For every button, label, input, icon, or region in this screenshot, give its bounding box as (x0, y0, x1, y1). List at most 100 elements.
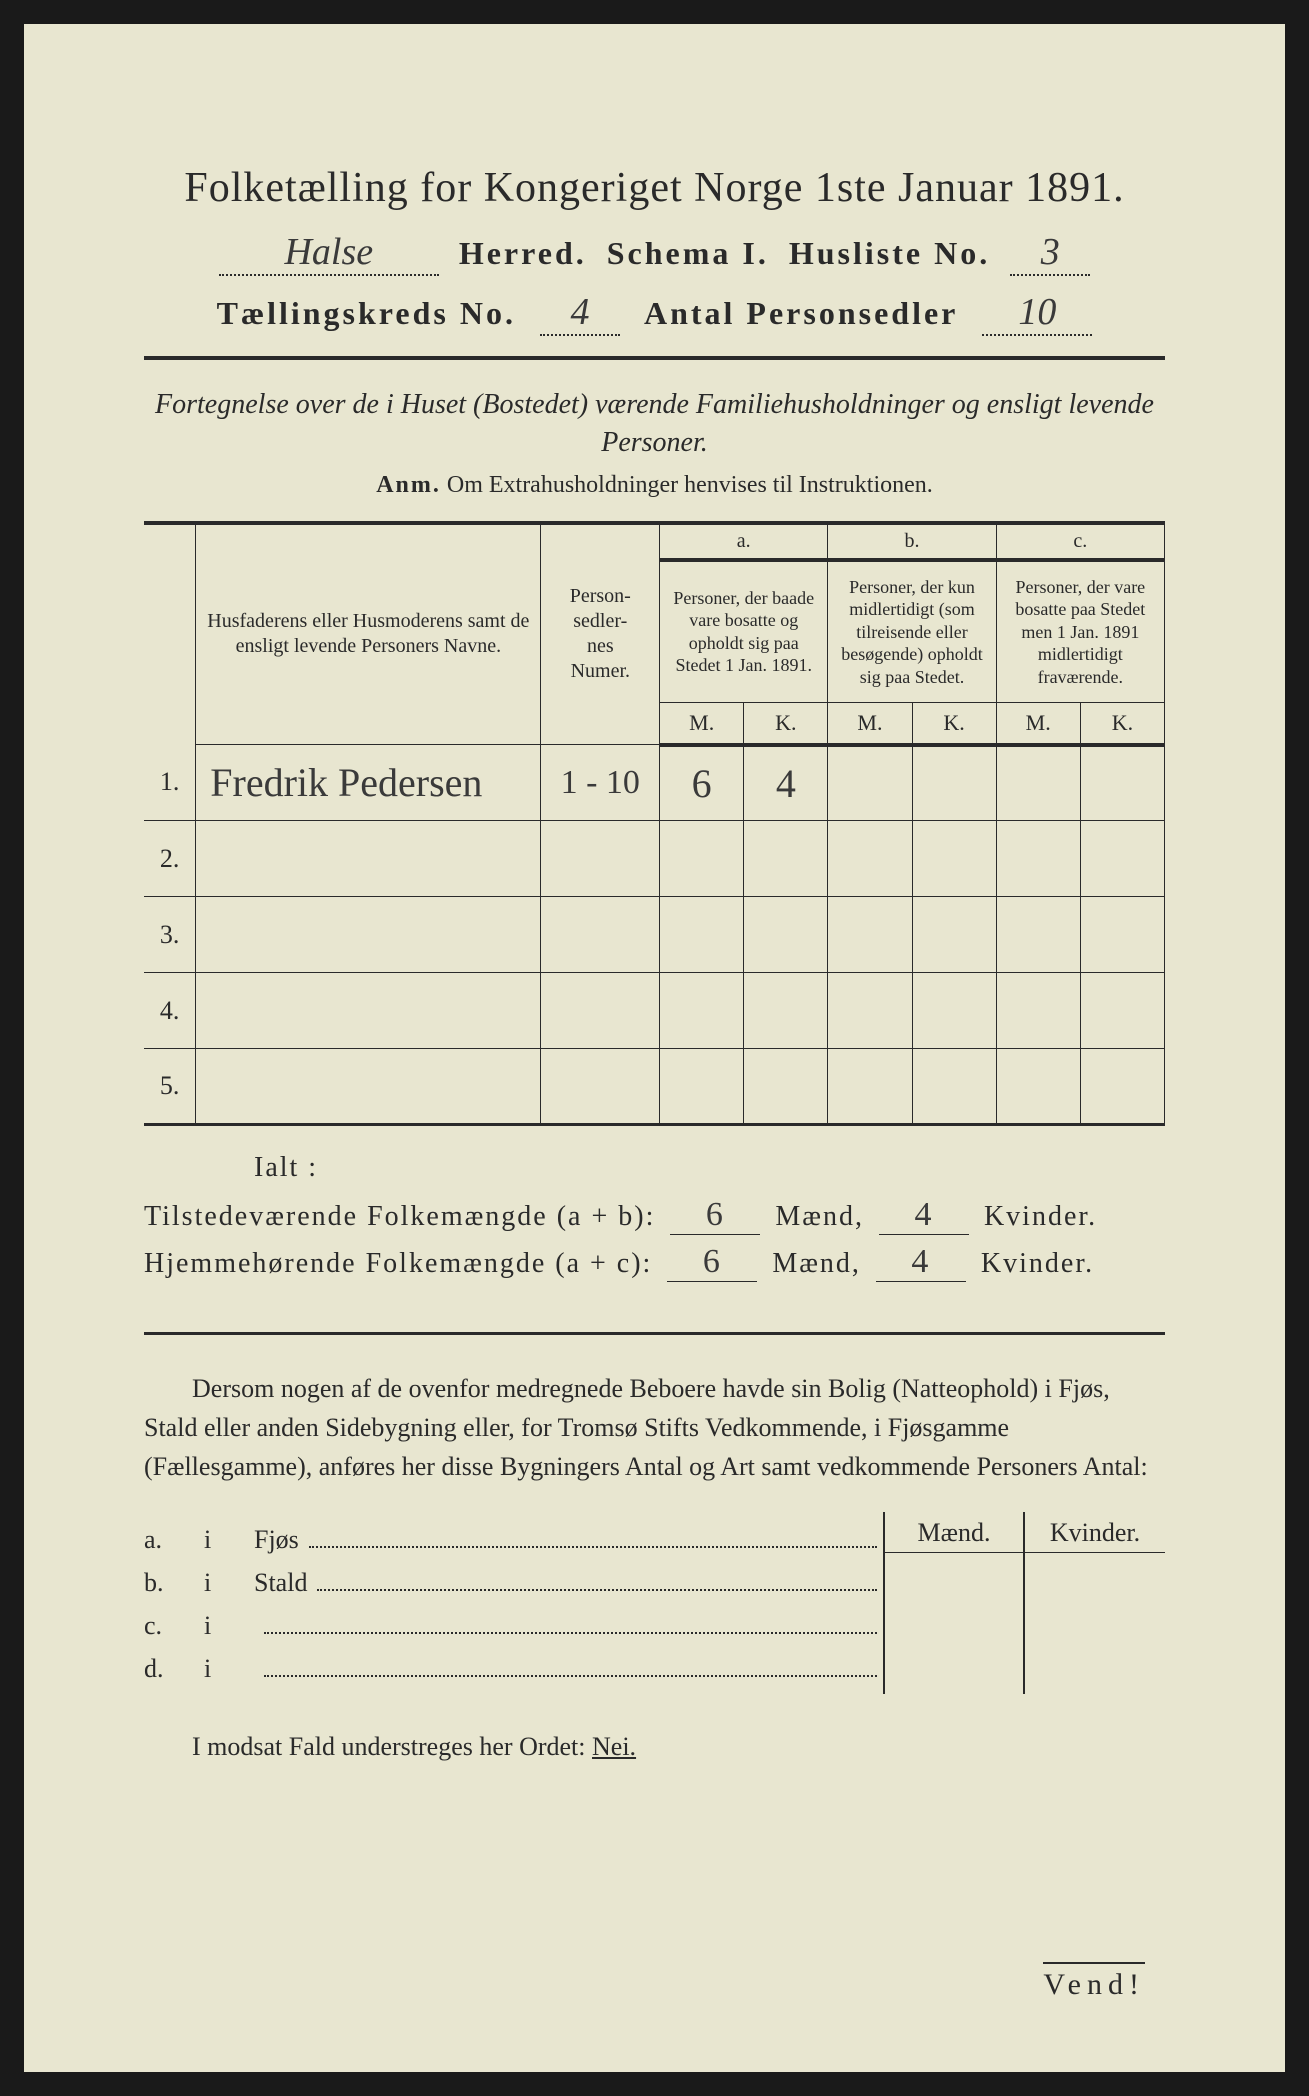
dwelling-row: c. i (144, 1608, 883, 1641)
herred-label: Herred. (459, 235, 587, 272)
header-row-1: Halse Herred. Schema I. Husliste No. 3 (144, 230, 1165, 276)
row-personsedler (541, 821, 660, 897)
row-name: Fredrik Pedersen (210, 760, 482, 805)
row-name (196, 973, 541, 1049)
dwelling-paragraph: Dersom nogen af de ovenfor medregnede Be… (144, 1369, 1165, 1486)
table-row: 5. (144, 1049, 1165, 1125)
mk-col-k-head: Kvinder. (1025, 1514, 1165, 1553)
row-num: 3. (144, 897, 196, 973)
schema-label: Schema I. (607, 235, 769, 272)
col-a-header: Personer, der baade vare bosatte og opho… (660, 560, 828, 703)
header-row-2: Tællingskreds No. 4 Antal Personsedler 1… (144, 290, 1165, 336)
col-num-header: Person- sedler- nes Numer. (541, 523, 660, 745)
census-form-page: Folketælling for Kongeriget Norge 1ste J… (24, 24, 1285, 2072)
subtitle: Fortegnelse over de i Huset (Bostedet) v… (144, 386, 1165, 462)
ialt-label: Ialt : (254, 1152, 1165, 1184)
mk-col-m: Mænd. (885, 1512, 1025, 1694)
table-row: 3. (144, 897, 1165, 973)
sedler-label: Antal Personsedler (644, 295, 958, 332)
sedler-value: 10 (982, 290, 1092, 336)
col-b-k: K. (912, 703, 996, 745)
totals-line-2: Hjemmehørende Folkemængde (a + c): 6 Mæn… (144, 1243, 1165, 1282)
nei-word: Nei. (592, 1732, 636, 1761)
dwelling-rows: a. i Fjøs b. i Stald c. i d. i (144, 1512, 883, 1694)
annotation-line: Anm. Om Extrahusholdninger henvises til … (144, 472, 1165, 499)
maend-label: Mænd, (772, 1248, 861, 1279)
col-b-letter: b. (828, 523, 996, 560)
totals1-k: 4 (879, 1196, 969, 1235)
nei-text: I modsat Fald understreges her Ordet: (192, 1732, 586, 1761)
husliste-label: Husliste No. (789, 235, 990, 272)
dw-l: a. (144, 1525, 204, 1555)
row-name (196, 821, 541, 897)
mk-box: Mænd. Kvinder. (883, 1512, 1165, 1694)
dw-l: c. (144, 1611, 204, 1641)
row-ak: 4 (776, 761, 796, 806)
dw-i: i (204, 1525, 254, 1555)
col-a-m: M. (660, 703, 744, 745)
rule-2 (144, 1332, 1165, 1335)
dwelling-row: d. i (144, 1651, 883, 1684)
row-personsedler: 1 - 10 (561, 764, 640, 801)
dots (309, 1522, 877, 1548)
kreds-value: 4 (540, 290, 620, 336)
row-name (196, 1049, 541, 1125)
husliste-value: 3 (1010, 230, 1090, 276)
page-title: Folketælling for Kongeriget Norge 1ste J… (144, 164, 1165, 212)
table-row: 4. (144, 973, 1165, 1049)
table-body: 1. Fredrik Pedersen 1 - 10 6 4 2. 3. (144, 745, 1165, 1125)
col-c-k: K. (1080, 703, 1164, 745)
col-c-letter: c. (996, 523, 1164, 560)
totals1-label: Tilstedeværende Folkemængde (a + b): (144, 1201, 655, 1232)
dwelling-row: a. i Fjøs (144, 1522, 883, 1555)
dw-t: Stald (254, 1568, 307, 1598)
kvinder-label: Kvinder. (984, 1201, 1097, 1232)
anm-text: Om Extrahusholdninger henvises til Instr… (447, 472, 933, 498)
row-num: 2. (144, 821, 196, 897)
col-a-letter: a. (660, 523, 828, 560)
mk-col-k: Kvinder. (1025, 1512, 1165, 1694)
row-am: 6 (692, 761, 712, 806)
col-name-header: Husfaderens eller Husmoderens samt de en… (196, 523, 541, 745)
col-b-m: M. (828, 703, 912, 745)
col-b-header: Personer, der kun midlertidigt (som tilr… (828, 560, 996, 703)
herred-value: Halse (219, 230, 439, 276)
dots (264, 1651, 877, 1677)
col-c-m: M. (996, 703, 1080, 745)
dw-l: b. (144, 1568, 204, 1598)
dw-i: i (204, 1568, 254, 1598)
dwelling-block: a. i Fjøs b. i Stald c. i d. i (144, 1512, 1165, 1694)
kreds-label: Tællingskreds No. (217, 295, 516, 332)
totals-line-1: Tilstedeværende Folkemængde (a + b): 6 M… (144, 1196, 1165, 1235)
row-ck (1080, 745, 1164, 821)
dots (317, 1565, 877, 1591)
table-row: 1. Fredrik Pedersen 1 - 10 6 4 (144, 745, 1165, 821)
household-table: Husfaderens eller Husmoderens samt de en… (144, 521, 1165, 1127)
mk-col-m-head: Mænd. (885, 1514, 1023, 1553)
dw-t: Fjøs (254, 1525, 299, 1555)
row-num: 4. (144, 973, 196, 1049)
rule-1 (144, 356, 1165, 360)
table-row: 2. (144, 821, 1165, 897)
totals2-m: 6 (667, 1243, 757, 1282)
row-num: 5. (144, 1049, 196, 1125)
row-bk (912, 745, 996, 821)
row-bm (828, 745, 912, 821)
col-c-header: Personer, der vare bosatte paa Stedet me… (996, 560, 1164, 703)
turn-over-label: Vend! (1043, 1962, 1145, 2002)
totals1-m: 6 (670, 1196, 760, 1235)
dots (264, 1608, 877, 1634)
kvinder-label: Kvinder. (981, 1248, 1094, 1279)
row-num: 1. (144, 745, 196, 821)
col-a-k: K. (744, 703, 828, 745)
row-name (196, 897, 541, 973)
anm-bold: Anm. (376, 472, 441, 498)
totals2-label: Hjemmehørende Folkemængde (a + c): (144, 1248, 652, 1279)
dw-i: i (204, 1654, 254, 1684)
dw-l: d. (144, 1654, 204, 1684)
nei-line: I modsat Fald understreges her Ordet: Ne… (144, 1732, 1165, 1762)
maend-label: Mænd, (775, 1201, 864, 1232)
row-cm (996, 745, 1080, 821)
dwelling-row: b. i Stald (144, 1565, 883, 1598)
totals2-k: 4 (876, 1243, 966, 1282)
